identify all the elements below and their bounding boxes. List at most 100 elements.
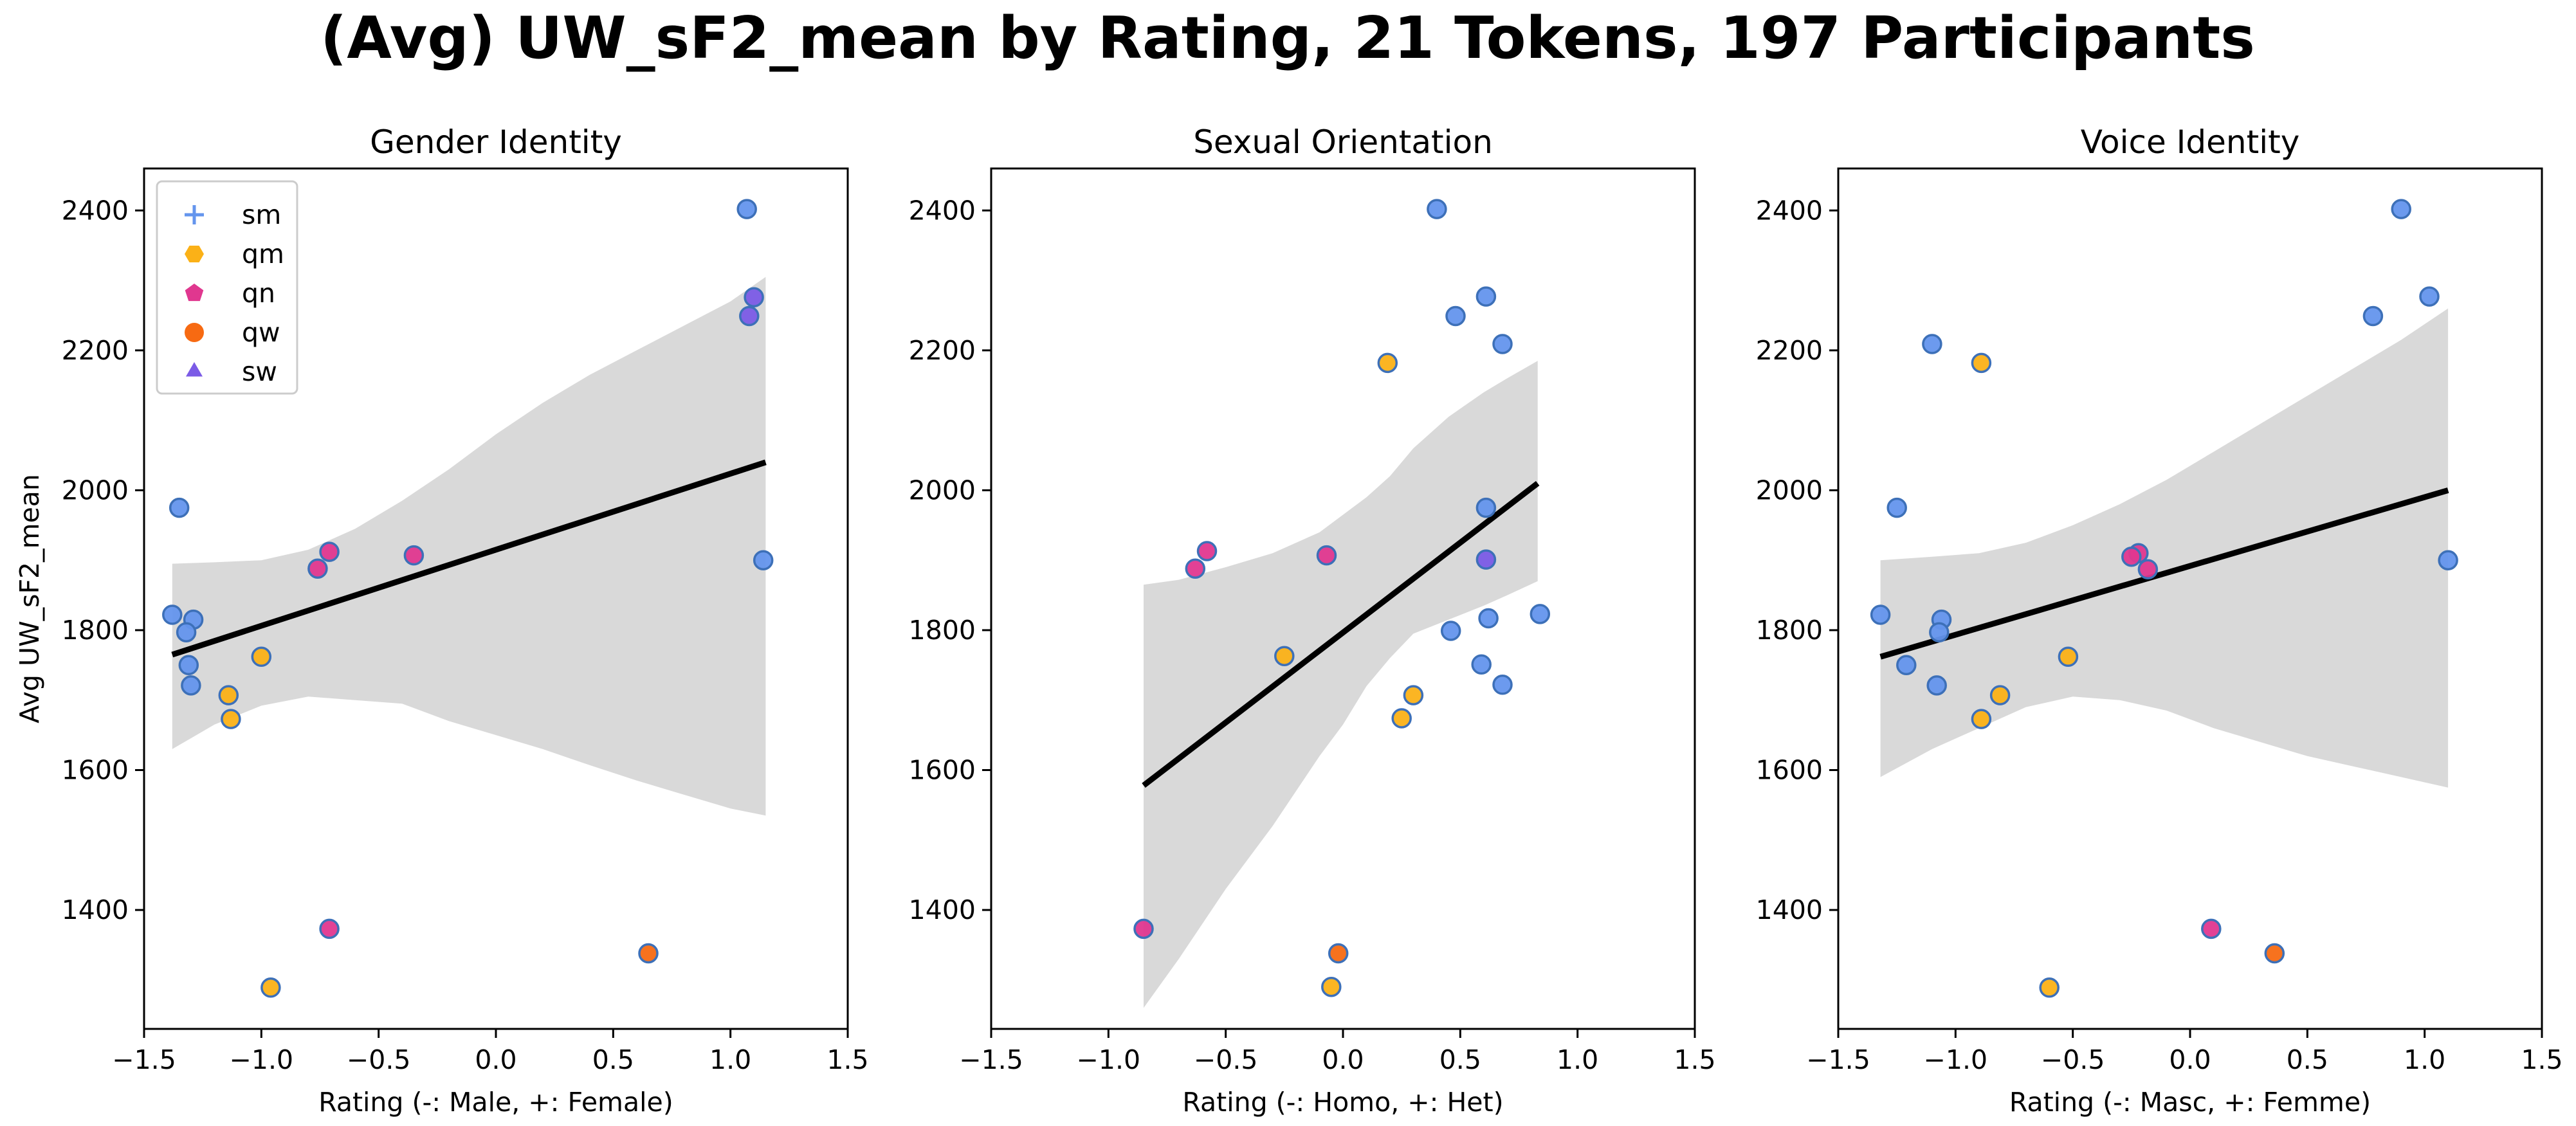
subplot-title: Sexual Orientation bbox=[1193, 123, 1493, 161]
legend-marker-plus-icon bbox=[185, 205, 204, 224]
y-tick-label: 1400 bbox=[909, 894, 976, 925]
data-point-qw bbox=[2264, 943, 2285, 964]
data-point-sm bbox=[1896, 655, 1917, 676]
data-point-sm bbox=[169, 497, 190, 518]
y-tick-label: 2000 bbox=[62, 475, 129, 505]
data-point-qm bbox=[1989, 685, 2011, 705]
data-point-sm bbox=[1922, 334, 1942, 354]
x-tick-label: 1.5 bbox=[2521, 1044, 2562, 1075]
data-point-sm bbox=[1926, 675, 1947, 696]
data-point-qn bbox=[307, 558, 328, 579]
y-tick-label: 1800 bbox=[909, 615, 976, 646]
confidence-band bbox=[1144, 361, 1538, 1008]
subplot-1: −1.5 −1.0 −0.5 0.0 0.5 1.0 1.5 1400 1600 1800 2000… bbox=[14, 123, 869, 1118]
data-point-sm bbox=[1440, 621, 1461, 641]
data-point-qn bbox=[403, 545, 425, 566]
data-point-qm bbox=[1321, 976, 1342, 997]
x-tick-label: −0.5 bbox=[1194, 1044, 1258, 1075]
data-point-sm bbox=[1445, 305, 1466, 327]
data-point-qn bbox=[319, 541, 340, 562]
data-point-sm bbox=[176, 622, 197, 642]
data-point-qm bbox=[1971, 352, 1992, 374]
x-tick-label: 0.0 bbox=[475, 1044, 516, 1075]
x-tick-label: −1.0 bbox=[1077, 1044, 1141, 1075]
x-tick-label: 1.0 bbox=[2404, 1044, 2445, 1075]
legend-item-qm: qm bbox=[185, 239, 284, 269]
data-point-sm bbox=[1929, 622, 1950, 642]
subplots: −1.5 −1.0 −0.5 0.0 0.5 1.0 1.5 1400 1600 1800 2000… bbox=[14, 123, 2563, 1118]
x-tick-label: 1.5 bbox=[827, 1044, 868, 1075]
x-tick-label: 1.0 bbox=[709, 1044, 751, 1075]
data-point-sw bbox=[1475, 549, 1497, 570]
x-tick-label: −0.5 bbox=[347, 1044, 411, 1075]
regression-line bbox=[1142, 480, 1540, 788]
data-point-qm bbox=[260, 977, 281, 998]
x-axis-label: Rating (-: Masc, +: Femme) bbox=[2009, 1087, 2371, 1118]
legend-label: qm bbox=[242, 239, 284, 269]
data-point-sm bbox=[1475, 286, 1497, 307]
data-point-sm bbox=[1475, 497, 1497, 518]
data-point-qn bbox=[1196, 541, 1218, 561]
x-tick-label: 1.5 bbox=[1674, 1044, 1715, 1075]
y-tick-label: 2200 bbox=[909, 335, 976, 366]
data-point-sw bbox=[739, 305, 760, 327]
y-tick-label: 1600 bbox=[909, 755, 976, 786]
data-point-qm bbox=[2039, 977, 2060, 998]
legend-item-sw: sw bbox=[186, 356, 277, 387]
data-point-qn bbox=[1185, 558, 1206, 579]
data-point-sm bbox=[2419, 286, 2440, 307]
data-point-qm bbox=[1377, 352, 1398, 374]
legend-item-qw: qw bbox=[185, 317, 280, 348]
y-tick-label: 2200 bbox=[1756, 335, 1823, 366]
legend-marker-pentagon-icon bbox=[185, 284, 204, 302]
x-tick-label: −1.5 bbox=[112, 1044, 176, 1075]
y-tick-label: 2200 bbox=[62, 335, 129, 366]
data-point-qm bbox=[218, 685, 239, 705]
x-tick-label: 0.5 bbox=[592, 1044, 634, 1075]
data-point-qm bbox=[1971, 709, 1992, 729]
data-point-qn bbox=[1316, 545, 1337, 566]
x-tick-label: 1.0 bbox=[1557, 1044, 1598, 1075]
figure-title: (Avg) UW_sF2_mean by Rating, 21 Tokens, … bbox=[320, 5, 2255, 72]
y-tick-label: 1400 bbox=[62, 894, 129, 925]
y-tick-label: 2400 bbox=[62, 195, 129, 226]
legend-marker-hexagon-icon bbox=[185, 246, 204, 262]
data-point-sm bbox=[178, 655, 199, 676]
data-point-sm bbox=[736, 199, 757, 219]
legend-label: qw bbox=[242, 317, 280, 348]
y-tick-label: 1800 bbox=[62, 615, 129, 646]
data-point-qw bbox=[638, 943, 659, 964]
confidence-band bbox=[172, 277, 766, 816]
y-tick-label: 2400 bbox=[1756, 195, 1823, 226]
x-tick-label: 0.5 bbox=[1439, 1044, 1481, 1075]
data-point-qn bbox=[2201, 918, 2222, 940]
data-point-qm bbox=[251, 646, 272, 667]
subplot-2: −1.5 −1.0 −0.5 0.0 0.5 1.0 1.5 1400 1600 1800 2000… bbox=[909, 123, 1716, 1118]
data-point-sm bbox=[181, 675, 201, 696]
data-point-qm bbox=[221, 709, 241, 729]
y-tick-label: 2000 bbox=[909, 475, 976, 505]
confidence-band bbox=[1880, 308, 2449, 788]
data-point-qm bbox=[2058, 646, 2079, 667]
data-point-qn bbox=[1133, 918, 1154, 940]
x-tick-label: −0.5 bbox=[2041, 1044, 2105, 1075]
legend-marker-triangle-icon bbox=[186, 362, 203, 377]
data-point-sm bbox=[1478, 608, 1499, 629]
legend-label: sw bbox=[242, 356, 277, 387]
legend: sm qm qn qw sw bbox=[156, 180, 298, 395]
data-point-sm bbox=[2362, 305, 2384, 327]
legend-label: qn bbox=[242, 278, 275, 309]
subplot-title: Gender Identity bbox=[370, 123, 622, 161]
data-point-sm bbox=[1492, 334, 1513, 354]
x-tick-label: 0.0 bbox=[1322, 1044, 1364, 1075]
x-tick-label: 0.0 bbox=[2169, 1044, 2211, 1075]
x-tick-label: −1.5 bbox=[959, 1044, 1023, 1075]
data-point-qn bbox=[2121, 546, 2142, 567]
data-point-qn bbox=[2137, 559, 2159, 580]
data-point-sm bbox=[2391, 199, 2411, 219]
data-point-sm bbox=[1870, 604, 1891, 625]
y-tick-label: 2400 bbox=[909, 195, 976, 226]
data-point-sm bbox=[1492, 675, 1513, 695]
data-point-qm bbox=[1274, 646, 1295, 666]
legend-label: sm bbox=[242, 199, 281, 230]
